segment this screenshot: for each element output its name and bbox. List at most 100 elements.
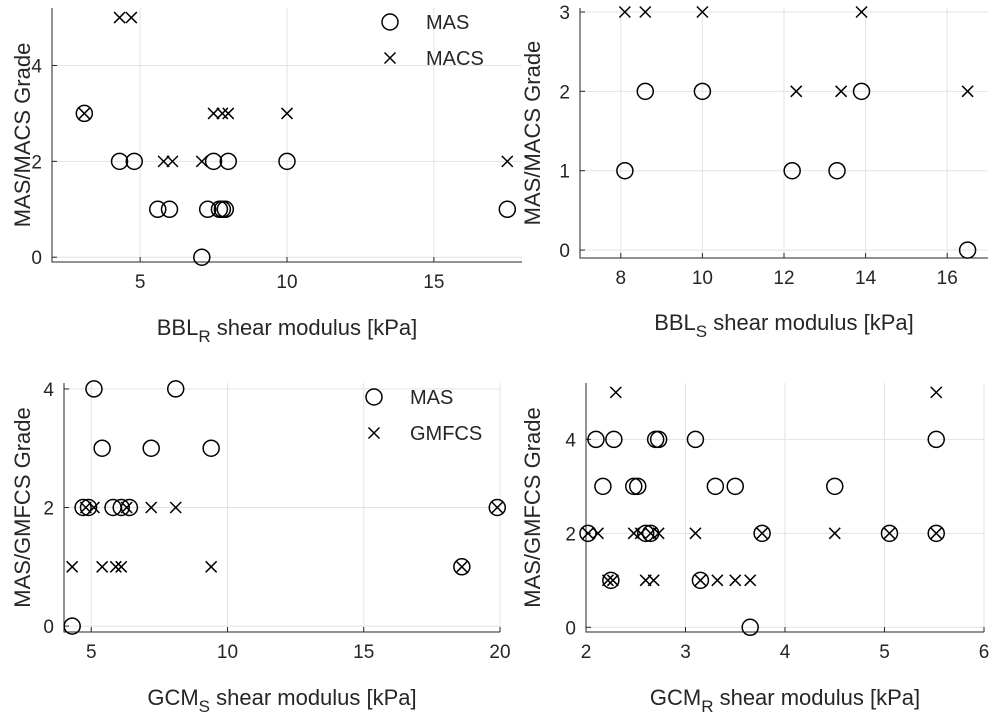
y-axis-label: MAS/GMFCS Grade bbox=[10, 407, 35, 607]
data-point-mas bbox=[74, 498, 92, 517]
data-point-mas bbox=[579, 524, 597, 543]
y-tick-label: 2 bbox=[31, 152, 42, 173]
data-point-gmfcs bbox=[930, 527, 943, 540]
data-point-mas bbox=[112, 498, 130, 517]
x-axis-label-main: BBL bbox=[654, 310, 696, 335]
data-point-mas bbox=[488, 498, 507, 517]
data-point-gmfcs bbox=[689, 527, 702, 540]
data-point-mas bbox=[927, 524, 945, 543]
data-point-macs bbox=[207, 107, 220, 120]
data-point-macs bbox=[222, 107, 235, 120]
data-point-mas bbox=[278, 152, 296, 171]
data-point-macs bbox=[501, 155, 514, 168]
data-point-mas bbox=[826, 477, 844, 496]
data-point-mas bbox=[193, 248, 211, 266]
x-tick-label: 15 bbox=[423, 272, 444, 293]
y-axis-label: MAS/MACS Grade bbox=[520, 41, 545, 226]
axis-lines bbox=[63, 383, 500, 633]
data-point-mas bbox=[852, 82, 871, 101]
y-tick-label: 0 bbox=[559, 241, 570, 262]
data-point-macs bbox=[280, 107, 294, 120]
x-axis-label-main: GCM bbox=[650, 685, 701, 710]
data-point-mas bbox=[453, 558, 471, 576]
x-axis-label-rest: shear modulus [kPa] bbox=[713, 685, 920, 710]
data-point-mas bbox=[198, 200, 217, 219]
data-point-mas bbox=[587, 430, 605, 449]
data-point-mas bbox=[625, 477, 643, 496]
legend-label: MACS bbox=[426, 48, 484, 70]
data-point-gmfcs bbox=[96, 560, 109, 573]
y-tick-label: 4 bbox=[31, 57, 42, 78]
data-point-gmfcs bbox=[606, 574, 619, 587]
data-point-gmfcs bbox=[609, 386, 622, 399]
data-point-mas bbox=[216, 200, 235, 219]
y-tick-label: 4 bbox=[43, 380, 54, 401]
data-point-mas bbox=[142, 439, 160, 457]
data-point-mas bbox=[828, 161, 846, 180]
data-point-mas bbox=[958, 241, 977, 259]
data-point-gmfcs bbox=[581, 527, 595, 540]
data-point-mas bbox=[649, 430, 668, 449]
chart-panel-3 bbox=[63, 380, 507, 635]
data-point-macs bbox=[790, 85, 803, 98]
y-tick-label: 0 bbox=[43, 617, 54, 638]
data-point-gmfcs bbox=[115, 560, 128, 573]
x-axis-label-subscript: R bbox=[701, 697, 713, 716]
data-point-macs bbox=[216, 107, 229, 120]
x-tick-label: 15 bbox=[353, 642, 374, 663]
legend-marker-circle bbox=[365, 388, 383, 406]
data-point-gmfcs bbox=[66, 560, 79, 573]
data-point-mas bbox=[120, 498, 139, 517]
data-point-macs bbox=[618, 5, 631, 18]
data-point-gmfcs bbox=[828, 527, 841, 540]
data-point-gmfcs bbox=[145, 501, 158, 514]
x-tick-label: 14 bbox=[855, 268, 877, 289]
data-point-gmfcs bbox=[930, 386, 943, 399]
data-point-mas bbox=[686, 430, 705, 449]
data-point-macs bbox=[835, 85, 848, 98]
chart-panel-2 bbox=[579, 5, 988, 259]
y-axis-label: MAS/GMFCS Grade bbox=[520, 407, 545, 607]
x-tick-label: 4 bbox=[780, 642, 791, 663]
y-tick-label: 0 bbox=[565, 618, 576, 639]
data-point-mas bbox=[636, 524, 655, 543]
data-point-mas bbox=[628, 477, 647, 496]
data-point-mas bbox=[691, 571, 710, 590]
data-point-gmfcs bbox=[652, 527, 665, 540]
x-axis-label: GCMR shear modulus [kPa] bbox=[650, 685, 920, 716]
data-point-gmfcs bbox=[455, 560, 468, 573]
data-point-mas bbox=[85, 380, 103, 398]
legend-marker-x bbox=[383, 51, 397, 65]
data-point-mas bbox=[498, 200, 517, 219]
data-point-macs bbox=[157, 155, 170, 168]
legend-marker-x bbox=[367, 426, 381, 440]
data-point-mas bbox=[160, 200, 179, 219]
data-point-gmfcs bbox=[756, 527, 769, 540]
data-point-gmfcs bbox=[744, 574, 757, 587]
data-point-gmfcs bbox=[120, 501, 133, 514]
y-tick-label: 2 bbox=[565, 524, 576, 545]
data-point-mas bbox=[783, 161, 801, 180]
data-point-mas bbox=[605, 430, 623, 449]
data-point-macs bbox=[113, 11, 126, 24]
data-point-mas bbox=[93, 439, 111, 457]
data-point-mas bbox=[202, 439, 220, 457]
x-tick-label: 20 bbox=[489, 642, 510, 663]
chart-panel-4 bbox=[579, 383, 985, 637]
x-axis-label-subscript: S bbox=[199, 697, 210, 716]
data-point-mas bbox=[636, 82, 655, 101]
data-point-gmfcs bbox=[109, 560, 122, 573]
data-point-gmfcs bbox=[634, 527, 647, 540]
data-point-gmfcs bbox=[647, 574, 660, 587]
y-tick-label: 1 bbox=[559, 162, 570, 183]
data-point-mas bbox=[63, 617, 81, 635]
data-point-mas bbox=[79, 498, 98, 517]
x-tick-label: 5 bbox=[86, 642, 97, 663]
x-tick-label: 12 bbox=[773, 268, 794, 289]
data-point-mas bbox=[880, 524, 899, 543]
data-point-mas bbox=[602, 571, 620, 590]
data-point-macs bbox=[855, 5, 868, 18]
data-point-gmfcs bbox=[87, 501, 101, 514]
data-point-mas bbox=[726, 477, 744, 496]
x-tick-label: 6 bbox=[979, 642, 990, 663]
